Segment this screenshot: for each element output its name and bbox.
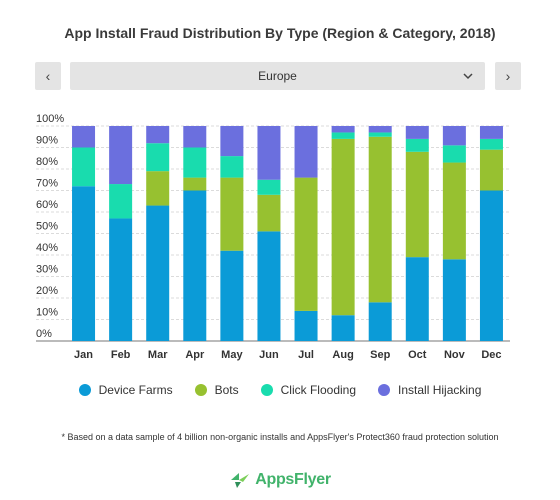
bar-segment[interactable]: [479, 126, 503, 139]
x-tick-label: Apr: [185, 349, 205, 361]
appsflyer-logo: AppsFlyer: [0, 470, 560, 490]
x-tick-label: Oct: [408, 349, 427, 361]
bar-segment[interactable]: [72, 147, 96, 187]
bar-segment[interactable]: [294, 310, 318, 341]
bar-segment[interactable]: [220, 156, 244, 178]
next-button[interactable]: ›: [495, 62, 521, 90]
x-tick-label: Jan: [74, 349, 93, 361]
bar-segment[interactable]: [257, 179, 281, 195]
chart-title: App Install Fraud Distribution By Type (…: [64, 25, 496, 41]
bar-segment[interactable]: [331, 126, 355, 133]
bar-segment[interactable]: [479, 138, 503, 150]
bar-segment[interactable]: [331, 138, 355, 316]
legend: Device Farms Bots Click Flooding Install Hi…: [0, 383, 560, 397]
chevron-left-icon: ‹: [45, 68, 51, 84]
bar-segment[interactable]: [331, 315, 355, 341]
bar-segment[interactable]: [183, 190, 207, 342]
legend-label: Bots: [214, 383, 239, 397]
bar-segment[interactable]: [146, 205, 170, 341]
x-tick-label: Jun: [259, 349, 279, 361]
bar-segment[interactable]: [368, 132, 392, 137]
brand-name: AppsFlyer: [255, 471, 331, 488]
legend-swatch: [260, 384, 273, 396]
x-tick-label: Feb: [111, 349, 131, 361]
bar-segment[interactable]: [294, 177, 318, 311]
label-layer: 0% 10% 20% 30% 40% 50% 60% 70% 80% 90% 100% Jan Feb M…: [36, 113, 502, 361]
region-selected-label: Europe: [258, 69, 297, 83]
legend-item[interactable]: Click Flooding: [260, 383, 357, 397]
bar-segment[interactable]: [405, 138, 429, 152]
x-tick-label: Nov: [444, 349, 466, 361]
bar-segment[interactable]: [257, 194, 281, 232]
bar-segment[interactable]: [220, 250, 244, 341]
bar-segment[interactable]: [109, 126, 133, 185]
bar-segment[interactable]: [479, 190, 503, 342]
bar-segment[interactable]: [146, 126, 170, 144]
bar-segment[interactable]: [442, 259, 466, 341]
bar-segment[interactable]: [442, 145, 466, 163]
appsflyer-leaf-icon: [231, 473, 250, 488]
bar-segment[interactable]: [368, 302, 392, 341]
x-tick-label: Jul: [298, 349, 314, 361]
bar-segment[interactable]: [183, 177, 207, 191]
legend-item[interactable]: Install Hijacking: [378, 383, 481, 397]
y-tick-label: 50%: [36, 221, 58, 233]
bar-segment[interactable]: [405, 151, 429, 258]
bar-segment[interactable]: [405, 257, 429, 341]
bar-segment[interactable]: [442, 126, 466, 146]
bar-segment[interactable]: [257, 231, 281, 341]
bar-layer: [72, 126, 503, 341]
stacked-bar-chart: 0% 10% 20% 30% 40% 50% 60% 70% 80% 90% 100% Jan Feb M…: [36, 113, 510, 361]
y-tick-label: 60%: [36, 199, 58, 211]
bar-segment[interactable]: [331, 132, 355, 139]
bar-segment[interactable]: [146, 143, 170, 172]
y-tick-label: 30%: [36, 264, 58, 276]
bar-segment[interactable]: [405, 126, 429, 139]
legend-item[interactable]: Device Farms: [78, 383, 173, 397]
legend-swatch: [78, 384, 91, 396]
bar-segment[interactable]: [368, 126, 392, 133]
legend-swatch: [194, 384, 207, 396]
bar-segment[interactable]: [442, 162, 466, 260]
previous-button[interactable]: ‹: [35, 62, 61, 90]
region-dropdown[interactable]: Europe: [70, 62, 485, 90]
y-tick-label: 90%: [36, 135, 58, 147]
bar-segment[interactable]: [257, 126, 281, 180]
x-tick-label: Aug: [332, 349, 353, 361]
bar-segment[interactable]: [479, 149, 503, 191]
bar-segment[interactable]: [183, 126, 207, 148]
footnote: * Based on a data sample of 4 billion no…: [61, 432, 499, 442]
legend-label: Device Farms: [98, 383, 173, 397]
x-tick-label: Mar: [148, 349, 168, 361]
legend-label: Install Hijacking: [398, 383, 482, 397]
bar-segment[interactable]: [183, 147, 207, 178]
chevron-right-icon: ›: [505, 68, 511, 84]
legend-item[interactable]: Bots: [194, 383, 239, 397]
bar-segment[interactable]: [72, 126, 96, 148]
bar-segment[interactable]: [368, 136, 392, 303]
y-tick-label: 10%: [36, 307, 58, 319]
bar-segment[interactable]: [109, 218, 133, 341]
bar-segment[interactable]: [146, 171, 170, 206]
bar-segment[interactable]: [109, 184, 133, 219]
chevron-down-icon: [463, 67, 473, 88]
y-tick-label: 80%: [36, 156, 58, 168]
y-tick-label: 20%: [36, 285, 58, 297]
x-tick-label: Sep: [370, 349, 390, 361]
bar-segment[interactable]: [294, 126, 318, 178]
bar-segment[interactable]: [220, 177, 244, 251]
y-tick-label: 70%: [36, 178, 58, 190]
y-tick-label: 40%: [36, 242, 58, 254]
y-tick-label: 100%: [36, 113, 64, 125]
y-tick-label: 0%: [36, 328, 52, 340]
bar-segment[interactable]: [220, 126, 244, 157]
x-tick-label: Dec: [481, 349, 501, 361]
bar-segment[interactable]: [72, 186, 96, 341]
legend-label: Click Flooding: [280, 383, 357, 397]
x-tick-label: May: [221, 349, 243, 361]
legend-swatch: [378, 384, 391, 396]
